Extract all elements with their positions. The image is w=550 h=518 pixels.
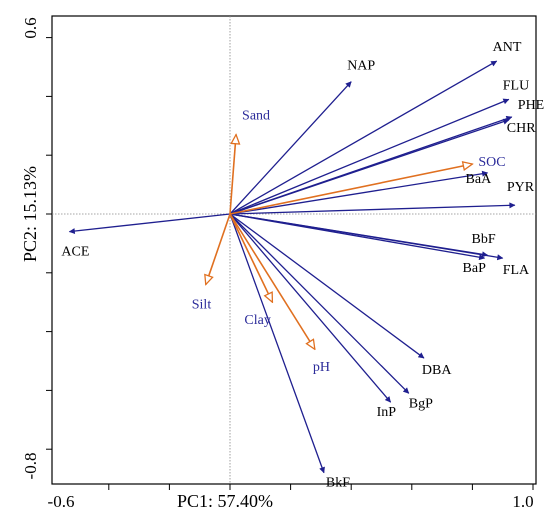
loading-vectors xyxy=(68,60,516,474)
vector-label-sand: Sand xyxy=(242,109,270,124)
vector-soc xyxy=(229,164,472,215)
vector-label-chr: CHR xyxy=(507,121,536,136)
vector-label-dba: DBA xyxy=(422,363,452,378)
vector-label-fla: FLA xyxy=(503,263,530,278)
vector-baa xyxy=(229,170,489,215)
vector-ace xyxy=(68,213,231,235)
vector-label-pyr: PYR xyxy=(507,180,535,195)
vector-bkf xyxy=(229,213,325,474)
vector-bgp xyxy=(229,213,410,394)
vector-label-bbf: BbF xyxy=(472,232,496,247)
vector-dba xyxy=(229,213,425,359)
vector-label-bgp: BgP xyxy=(409,396,433,411)
vector-label-phe: PHE xyxy=(518,98,544,113)
axis-ticks xyxy=(46,37,534,490)
vector-labels: NAP ANT FLU PHE CHR BaA PYR BbF BaP FLA DBA BgP InP B… xyxy=(61,40,544,491)
vector-label-baa: BaA xyxy=(466,172,493,187)
x-tick-label-max: 1.0 xyxy=(512,492,533,511)
plot-frame xyxy=(51,15,537,485)
vector-label-ph: pH xyxy=(313,360,330,375)
y-tick-label-max: 0.6 xyxy=(21,17,40,38)
vector-flu xyxy=(229,98,510,215)
vector-pyr xyxy=(229,202,516,215)
vector-label-soc: SOC xyxy=(478,155,505,170)
x-axis-title: PC1: 57.40% xyxy=(177,491,273,511)
vector-label-inp: InP xyxy=(377,405,397,420)
vector-label-silt: Silt xyxy=(192,298,212,313)
vector-label-ant: ANT xyxy=(493,40,522,55)
x-tick-label-min: -0.6 xyxy=(48,492,75,511)
vector-nap xyxy=(229,81,352,215)
vector-silt xyxy=(206,213,231,285)
y-axis-title: PC2: 15.13% xyxy=(20,166,40,262)
vector-sand xyxy=(229,135,236,215)
vector-inp xyxy=(229,213,392,403)
zero-reference-lines xyxy=(52,16,536,484)
vector-label-flu: FLU xyxy=(503,78,529,93)
vector-chr xyxy=(229,118,510,215)
vector-ant xyxy=(229,60,498,215)
vector-label-nap: NAP xyxy=(347,59,375,74)
vector-clay xyxy=(229,213,274,302)
vector-fla xyxy=(229,213,504,261)
vector-ph xyxy=(229,213,315,349)
vector-label-bap: BaP xyxy=(463,261,487,276)
vector-label-bkf: BkF xyxy=(326,476,350,491)
y-tick-label-min: -0.8 xyxy=(21,453,40,480)
vector-label-clay: Clay xyxy=(244,313,270,328)
vector-label-ace: ACE xyxy=(61,245,89,260)
